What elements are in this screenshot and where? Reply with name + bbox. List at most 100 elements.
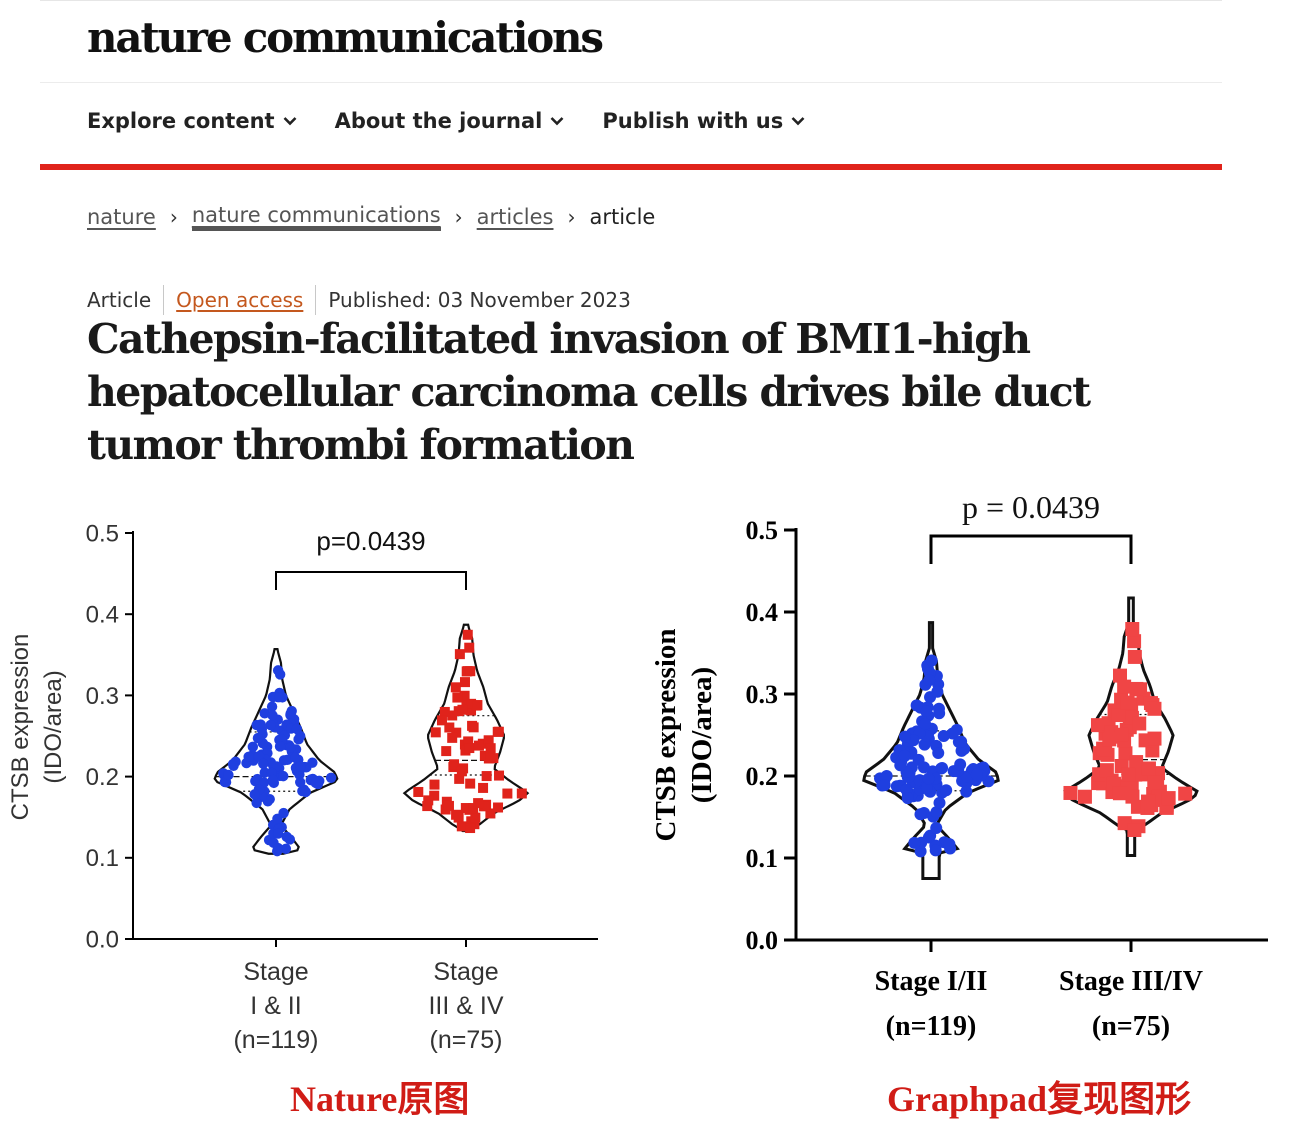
data-point (970, 768, 983, 781)
nav-label: Publish with us (602, 109, 784, 133)
y-axis-label: CTSB expression (7, 634, 34, 821)
nav-label: Explore content (87, 109, 275, 133)
data-point (914, 845, 927, 858)
data-point (943, 838, 956, 851)
meta-divider (315, 285, 317, 315)
data-point (901, 792, 914, 805)
breadcrumb-nature[interactable]: nature (87, 205, 156, 229)
data-point (447, 732, 458, 743)
data-point (923, 674, 936, 687)
data-point (937, 730, 950, 743)
nature-violin-chart: 0.0 0.1 0.2 0.3 0.4 0.5 CTSB expression (IDO/ar… (7, 520, 598, 1054)
data-point (300, 786, 311, 798)
data-point (454, 773, 465, 784)
chevron-right-icon: › (454, 205, 463, 229)
data-point (422, 801, 433, 812)
breadcrumb-articles[interactable]: articles (476, 205, 554, 229)
chevron-down-icon (550, 111, 564, 130)
data-point (465, 778, 476, 789)
data-point (443, 800, 454, 811)
chevron-right-icon: › (169, 205, 178, 229)
data-point (1125, 622, 1140, 637)
data-point (933, 796, 946, 809)
data-point (1111, 708, 1126, 723)
data-point (449, 759, 460, 770)
chevron-down-icon (283, 111, 297, 130)
data-point (898, 749, 911, 762)
nav-publish-with-us[interactable]: Publish with us (602, 109, 805, 133)
data-point (464, 642, 475, 653)
data-point (1102, 732, 1117, 747)
data-point (465, 666, 476, 677)
data-point (1161, 791, 1176, 806)
article-title: Cathepsin-facilitated invasion of BMI1-h… (87, 315, 1091, 469)
y-tick-label: 0.5 (86, 520, 119, 547)
data-point (267, 710, 278, 721)
data-point (925, 654, 938, 667)
data-point (479, 750, 490, 761)
breadcrumb-nature-communications[interactable]: nature communications (191, 203, 441, 231)
y-tick-label: 0.2 (746, 762, 779, 791)
data-point (485, 743, 496, 754)
y-tick-label: 0.3 (746, 680, 779, 709)
data-point (274, 741, 286, 752)
x-category-label: Stage I/II (875, 966, 988, 997)
data-point (931, 685, 944, 698)
data-point (266, 701, 278, 712)
data-point (492, 726, 503, 737)
caption-nature-original: Nature原图 (290, 1079, 470, 1119)
data-point (291, 723, 303, 735)
y-tick-label: 0.0 (746, 926, 779, 955)
data-point (451, 727, 462, 738)
nav-about-journal[interactable]: About the journal (335, 109, 565, 133)
data-point (265, 719, 276, 731)
y-tick-label: 0.1 (746, 844, 779, 873)
data-point (917, 761, 930, 774)
data-point (325, 772, 337, 783)
x-category-label: Stage (243, 958, 308, 986)
data-point (295, 777, 306, 788)
data-point (1127, 823, 1142, 838)
data-point (307, 757, 318, 768)
journal-logo[interactable]: nature communications (87, 13, 604, 62)
data-point (1063, 785, 1078, 800)
data-point (463, 736, 474, 747)
data-point (470, 812, 481, 823)
data-point (502, 788, 513, 799)
y-tick-label: 0.0 (86, 926, 119, 953)
data-point (1090, 718, 1105, 733)
journal-page: nature communications Explore content Ab… (40, 0, 1222, 471)
data-point (1141, 794, 1156, 809)
data-point (485, 752, 496, 763)
data-point (1118, 746, 1133, 761)
nav-label: About the journal (334, 109, 543, 133)
y-tick-label: 0.3 (86, 683, 119, 710)
data-point (285, 708, 296, 719)
data-point (1132, 716, 1147, 731)
data-point (1147, 731, 1162, 746)
data-point (223, 769, 234, 781)
violin-outline (213, 648, 339, 855)
data-point (1120, 695, 1135, 710)
data-point (278, 770, 289, 782)
data-point (280, 843, 292, 854)
data-point (459, 677, 470, 688)
data-point (289, 752, 301, 763)
main-nav: Explore content About the journal Publis… (87, 109, 843, 133)
data-point (439, 706, 450, 717)
nav-explore-content[interactable]: Explore content (87, 109, 297, 133)
data-point (1114, 727, 1129, 742)
p-value-label: p=0.0439 (316, 526, 425, 556)
data-point (899, 730, 912, 743)
data-point (955, 735, 968, 748)
open-access-link[interactable]: Open access (176, 288, 304, 312)
x-category-label: (n=75) (430, 1026, 503, 1054)
breadcrumb: nature › nature communications › article… (87, 203, 655, 231)
data-point (494, 770, 505, 781)
data-point (516, 788, 527, 799)
data-point (465, 823, 476, 834)
data-point (447, 710, 458, 721)
data-point (910, 699, 923, 712)
data-point (929, 844, 942, 857)
data-point (247, 741, 259, 753)
